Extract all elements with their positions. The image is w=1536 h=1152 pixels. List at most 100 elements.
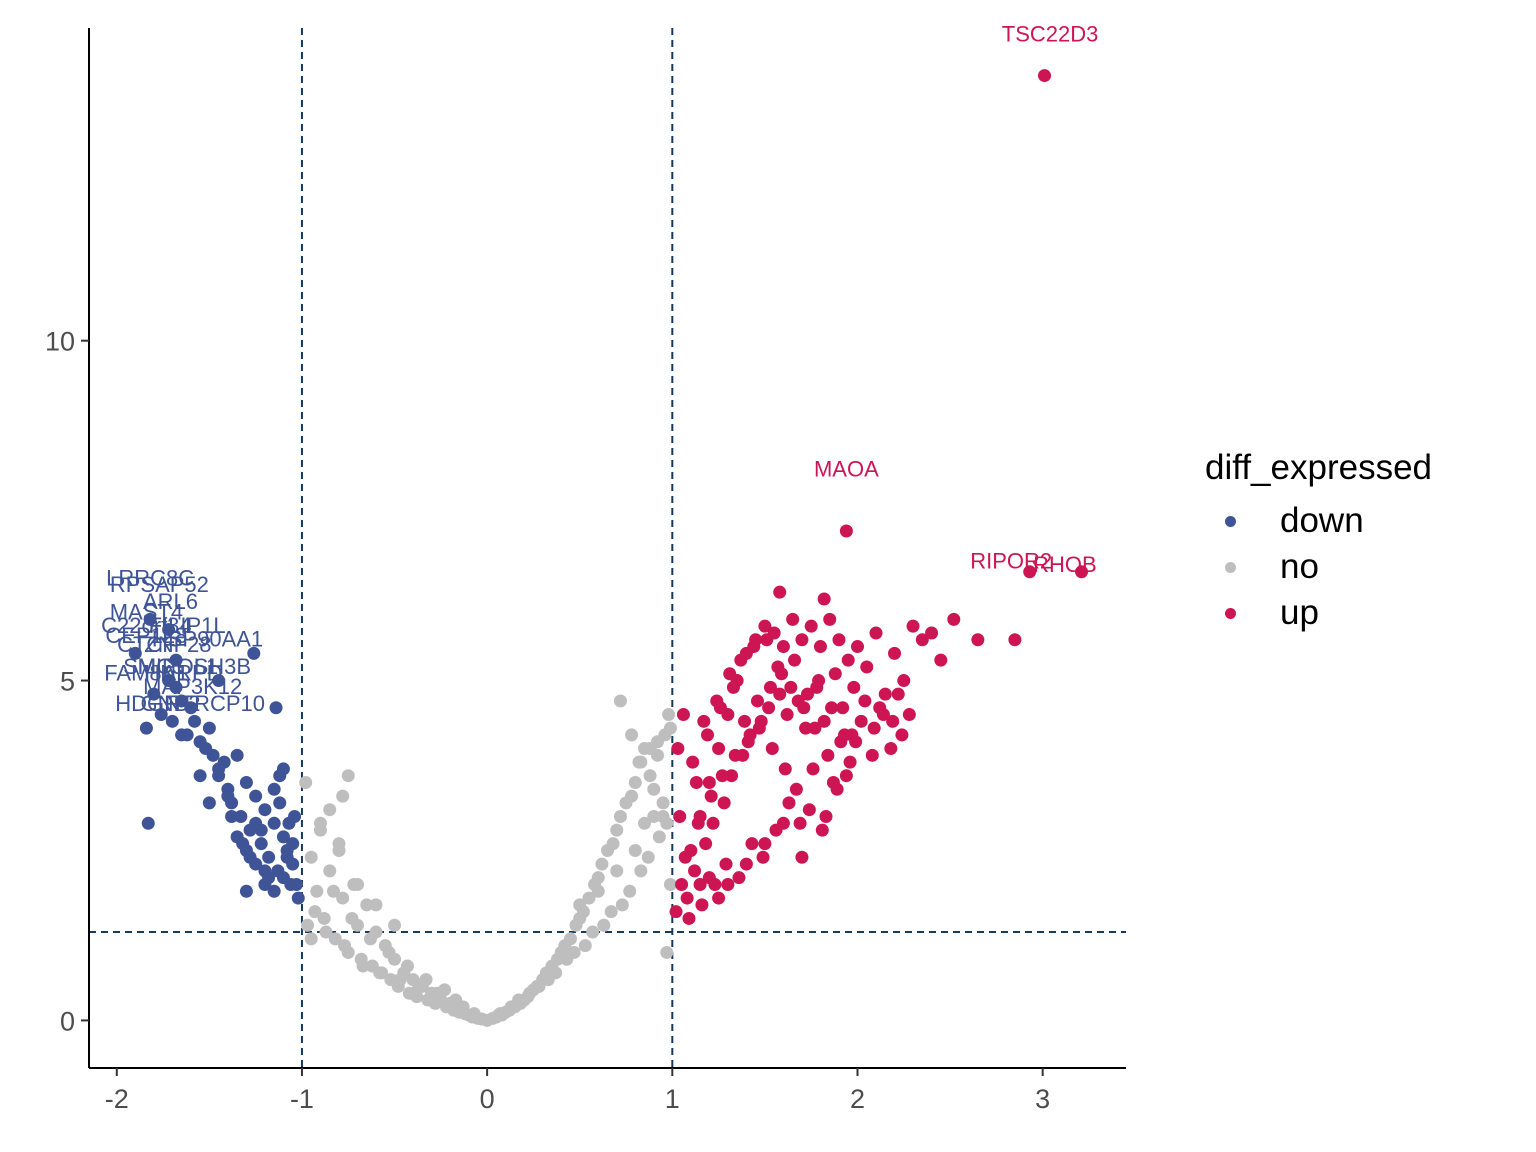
point-up: [765, 742, 779, 756]
point-down: [276, 830, 290, 844]
point-up: [782, 796, 796, 810]
point-down: [212, 762, 226, 776]
point-up: [865, 748, 879, 762]
point-up: [773, 585, 787, 599]
point-down: [141, 816, 155, 830]
point-up: [815, 823, 829, 837]
point-up: [891, 687, 905, 701]
point-no: [310, 884, 324, 898]
point-down: [291, 891, 305, 905]
axes: -2 -1 0 1 2 3 0 5 10: [45, 28, 1126, 1114]
point-up: [1008, 633, 1022, 647]
point-up: [728, 748, 742, 762]
point-up: [806, 762, 820, 776]
point-down: [147, 687, 161, 701]
point-up: [808, 721, 822, 735]
point-up: [745, 837, 759, 851]
point-up: [691, 816, 705, 830]
point-up: [836, 701, 850, 715]
point-up: [717, 796, 731, 810]
gene-label: MAST4: [110, 599, 183, 624]
point-up: [700, 728, 714, 742]
gene-label: HSP90AA1: [152, 627, 263, 652]
point-up: [675, 877, 689, 891]
point-no: [663, 721, 677, 735]
point-up: [888, 646, 902, 660]
point-no: [610, 864, 624, 878]
point-up: [789, 782, 803, 796]
point-up: [819, 809, 833, 823]
legend-item-down: down: [1205, 498, 1432, 544]
y-tick-label: 5: [60, 667, 75, 697]
point-no: [456, 1000, 470, 1014]
point-up: [750, 694, 764, 708]
point-up: [715, 769, 729, 783]
point-up: [723, 667, 737, 681]
point-up: [838, 728, 852, 742]
point-no: [625, 728, 639, 742]
point-up: [847, 680, 861, 694]
point-up: [689, 776, 703, 790]
point-up: [693, 877, 707, 891]
point-no: [613, 694, 627, 708]
point-no: [313, 816, 327, 830]
point-up: [876, 708, 890, 722]
gene-label: LRRC8C: [106, 565, 194, 590]
point-no: [638, 816, 652, 830]
point-up: [676, 708, 690, 722]
point-up: [947, 612, 961, 626]
gene-label: SH3B: [194, 654, 251, 679]
point-up: [802, 803, 816, 817]
point-no: [606, 837, 620, 851]
point-up: [812, 674, 826, 688]
gene-label: C22orf34: [101, 613, 192, 638]
point-up: [830, 782, 844, 796]
point-up: [860, 660, 874, 674]
point-no: [299, 776, 313, 790]
point-up: [854, 714, 868, 728]
x-tick-label: 1: [665, 1084, 680, 1114]
point-no: [591, 871, 605, 885]
point-down-highlight: [169, 653, 183, 667]
point-up: [686, 755, 700, 769]
point-up: [825, 701, 839, 715]
point-down-highlight: [175, 728, 189, 742]
point-up: [886, 714, 900, 728]
point-up: [758, 619, 772, 633]
gene-label: FILIP1L: [149, 613, 226, 638]
point-up: [817, 592, 831, 606]
point-up: [793, 816, 807, 830]
point-up: [821, 748, 835, 762]
point-up: [800, 687, 814, 701]
gene-label: CTCF: [117, 632, 176, 657]
point-up: [673, 809, 687, 823]
point-up: [839, 769, 853, 783]
point-no: [308, 905, 322, 919]
point-up: [804, 619, 818, 633]
point-up: [756, 850, 770, 864]
point-no: [647, 809, 661, 823]
point-up-highlight: [1038, 69, 1052, 83]
point-no: [332, 843, 346, 857]
point-down: [267, 816, 281, 830]
point-up: [682, 911, 696, 925]
x-tick-label: -2: [105, 1084, 129, 1114]
point-no: [604, 905, 618, 919]
gene-label: RIPOR2: [970, 548, 1052, 573]
legend-label-down: down: [1280, 501, 1364, 540]
point-no: [647, 782, 661, 796]
point-down: [254, 837, 268, 851]
point-down: [258, 877, 272, 891]
point-up: [849, 735, 863, 749]
point-no: [628, 843, 642, 857]
point-up: [776, 640, 790, 654]
gene-label: NTRCP10: [165, 691, 265, 716]
point-no: [641, 850, 655, 864]
point-no: [663, 877, 677, 891]
point-up: [817, 714, 831, 728]
point-down: [262, 850, 276, 864]
point-no: [643, 769, 657, 783]
point-no: [662, 708, 676, 722]
point-up: [680, 891, 694, 905]
point-no: [625, 789, 639, 803]
